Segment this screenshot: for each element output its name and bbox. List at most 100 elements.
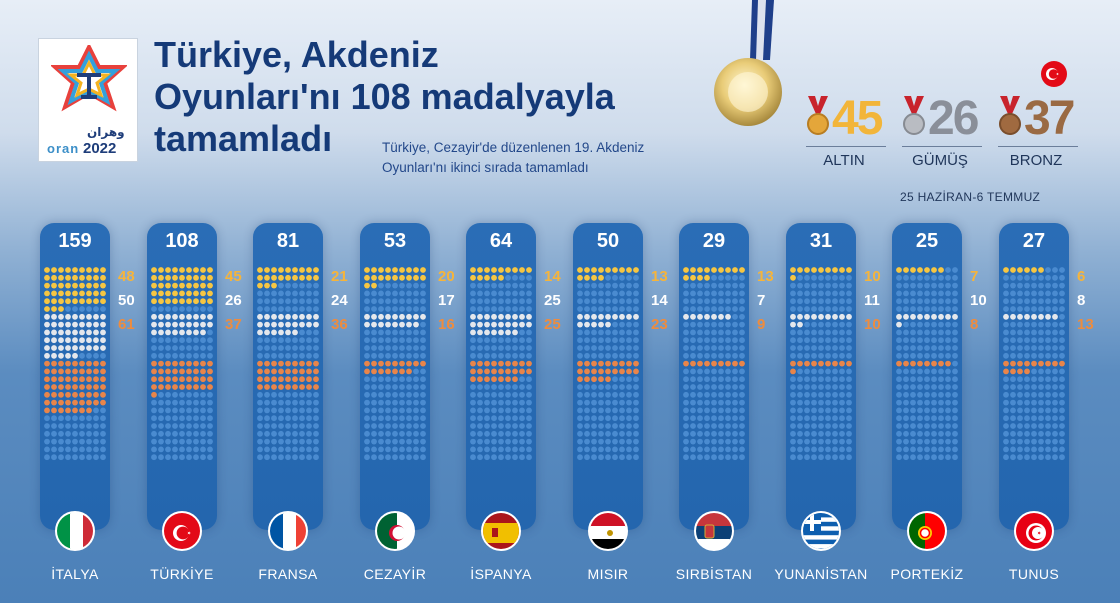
empty-dot (271, 290, 277, 297)
logo-oran-text: oran (47, 141, 80, 156)
bronze-medal-dot (179, 360, 185, 367)
gold-count-label: 13 (757, 268, 774, 285)
silver-medal-dot (526, 313, 532, 320)
empty-dot (1024, 407, 1030, 414)
empty-dot (420, 446, 426, 453)
gold-medal-dot (406, 267, 412, 273)
empty-dot (917, 430, 923, 437)
silver-medal-dot (591, 313, 597, 320)
bronze-count-label: 23 (651, 316, 668, 333)
empty-dot (917, 415, 923, 422)
bronze-medal-dot (193, 376, 199, 383)
empty-dot (832, 337, 838, 344)
empty-dot (605, 337, 611, 344)
empty-dot (818, 274, 824, 281)
empty-dot (804, 430, 810, 437)
empty-dot (945, 368, 951, 375)
empty-dot (832, 376, 838, 383)
empty-dot (945, 407, 951, 414)
empty-dot (683, 391, 689, 398)
silver-medal-dot (846, 313, 852, 320)
empty-dot (633, 306, 639, 312)
empty-dot (1038, 298, 1044, 305)
bronze-medal-dot (584, 376, 590, 383)
silver-medal-dot (93, 329, 99, 336)
empty-dot (945, 391, 951, 398)
empty-dot (1003, 352, 1009, 359)
empty-dot (385, 298, 391, 305)
bronze-medal-dot (292, 368, 298, 375)
silver-medal-dot (100, 329, 106, 336)
bronze-medal-dot (832, 360, 838, 367)
empty-dot (711, 274, 717, 281)
empty-dot (292, 446, 298, 453)
gold-medal-dot (598, 267, 604, 273)
empty-dot (910, 274, 916, 281)
country-name-label: SIRBİSTAN (675, 566, 753, 582)
empty-dot (371, 454, 377, 461)
empty-dot (271, 306, 277, 312)
gold-medal-dot (1003, 267, 1009, 273)
bronze-medal-dot (278, 360, 284, 367)
empty-dot (413, 376, 419, 383)
gold-medal-dot (420, 274, 426, 281)
empty-dot (577, 454, 583, 461)
empty-dot (207, 407, 213, 414)
bronze-medal-dot (612, 360, 618, 367)
empty-dot (910, 321, 916, 328)
empty-dot (193, 446, 199, 453)
empty-dot (470, 430, 476, 437)
empty-dot (818, 282, 824, 289)
empty-dot (519, 415, 525, 422)
empty-dot (931, 430, 937, 437)
empty-dot (58, 446, 64, 453)
empty-dot (797, 274, 803, 281)
empty-dot (1038, 415, 1044, 422)
empty-dot (1045, 407, 1051, 414)
empty-dot (1003, 282, 1009, 289)
silver-count-label: 7 (757, 292, 766, 309)
empty-dot (832, 274, 838, 281)
empty-dot (264, 430, 270, 437)
silver-medal-dot (406, 313, 412, 320)
empty-dot (633, 438, 639, 445)
empty-dot (1031, 423, 1037, 429)
empty-dot (271, 352, 277, 359)
empty-dot (945, 446, 951, 453)
empty-dot (1010, 352, 1016, 359)
empty-dot (257, 298, 263, 305)
empty-dot (378, 298, 384, 305)
bronze-medal-dot (186, 384, 192, 390)
empty-dot (165, 407, 171, 414)
empty-dot (1059, 391, 1065, 398)
empty-dot (804, 399, 810, 406)
silver-medal-dot (584, 313, 590, 320)
empty-dot (172, 337, 178, 344)
gold-medal-dot (58, 306, 64, 312)
empty-dot (371, 391, 377, 398)
silver-medal-dot (79, 313, 85, 320)
bronze-medal-dot (51, 360, 57, 367)
empty-dot (271, 298, 277, 305)
silver-medal-dot (58, 345, 64, 351)
empty-dot (825, 376, 831, 383)
empty-dot (151, 407, 157, 414)
empty-dot (697, 384, 703, 390)
empty-dot (804, 298, 810, 305)
empty-dot (306, 415, 312, 422)
empty-dot (690, 454, 696, 461)
bronze-medal-dot (79, 391, 85, 398)
empty-dot (605, 391, 611, 398)
empty-dot (420, 399, 426, 406)
empty-dot (896, 376, 902, 383)
empty-dot (804, 438, 810, 445)
gold-medal-dot (165, 267, 171, 273)
empty-dot (313, 282, 319, 289)
empty-dot (825, 407, 831, 414)
empty-dot (732, 415, 738, 422)
empty-dot (470, 306, 476, 312)
empty-dot (1052, 384, 1058, 390)
empty-dot (718, 352, 724, 359)
empty-dot (612, 376, 618, 383)
empty-dot (1003, 306, 1009, 312)
